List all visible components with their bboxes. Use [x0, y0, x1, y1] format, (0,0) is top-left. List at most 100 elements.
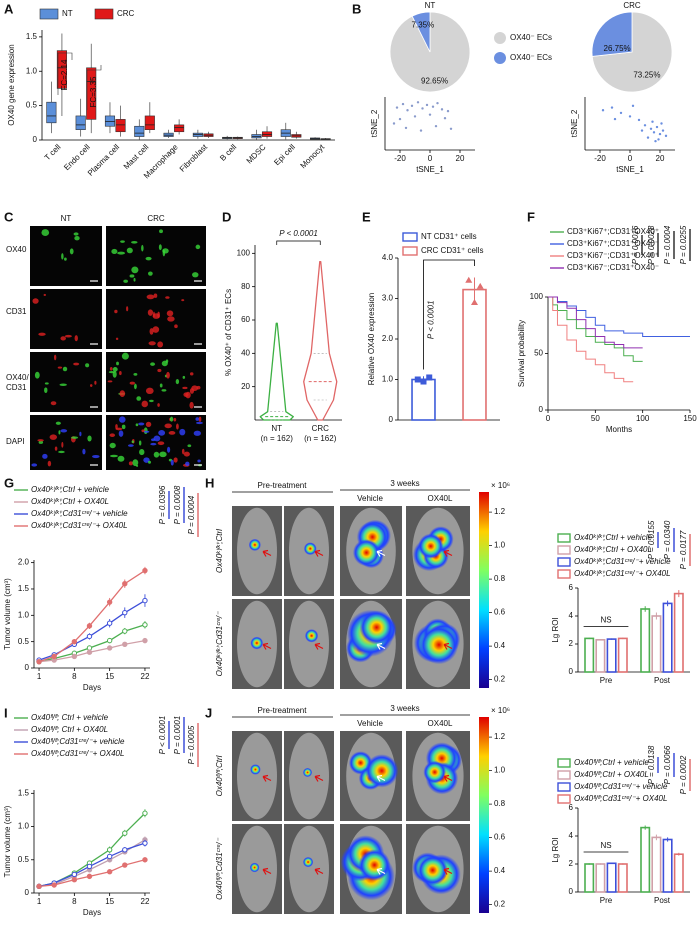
mouse-body — [289, 600, 329, 688]
signal — [58, 450, 65, 454]
y-axis-label: Lg ROI — [551, 617, 560, 642]
marker — [86, 863, 93, 870]
x-axis-label: tSNE_1 — [616, 165, 644, 174]
point — [410, 104, 414, 108]
point — [392, 122, 396, 125]
point — [654, 139, 657, 143]
point — [428, 113, 432, 116]
y-tick-label: 0 — [25, 663, 30, 672]
y-tick-label: 0 — [25, 888, 30, 897]
signal — [139, 449, 145, 456]
signal — [74, 235, 80, 241]
luminescence — [365, 754, 399, 788]
micrograph — [106, 352, 206, 412]
signal — [145, 421, 152, 428]
slice-label: 73.25% — [633, 70, 660, 79]
signal — [37, 439, 44, 442]
point — [426, 374, 433, 381]
legend-label: NT CD31⁺ cells — [421, 232, 477, 241]
legend-label: Ox40ᵏⁱ/ᵏⁱ;Cd31ᶜʳᵉ/⁻+ vehicle — [574, 557, 671, 566]
signal — [74, 335, 78, 342]
y-tick-label: 2 — [569, 639, 574, 648]
row-label: Ox40ᶠˡ/ᶠˡ;Ctrl — [215, 755, 224, 796]
signal — [167, 446, 171, 453]
bracket — [86, 65, 102, 110]
signal — [59, 383, 67, 387]
signal — [135, 423, 139, 427]
legend-swatch — [557, 782, 571, 792]
signal — [143, 430, 150, 433]
signal — [128, 461, 133, 466]
colorbar-unit: × 10⁶ — [491, 481, 510, 490]
legend-swatch — [402, 232, 418, 242]
signal — [129, 381, 136, 385]
y-tick-label: 100 — [530, 292, 544, 301]
signal — [115, 427, 123, 431]
signal — [131, 440, 135, 444]
signal — [112, 367, 118, 372]
legend-swatch — [557, 569, 571, 579]
y-tick-label: 0 — [33, 135, 38, 144]
row-label: Ox40ᵏⁱ/ᵏⁱ;Ctrl — [215, 529, 224, 573]
signal — [166, 371, 170, 379]
arrow — [443, 549, 453, 557]
header: Pre-treatment — [258, 481, 308, 490]
signal — [189, 372, 194, 376]
header: Pre-treatment — [258, 706, 308, 715]
signal — [138, 440, 142, 446]
x-tick-label: 1 — [37, 897, 42, 906]
y-tick-label: 1.5 — [18, 584, 30, 593]
point — [657, 138, 660, 141]
point — [401, 102, 405, 106]
mouse-body — [289, 825, 329, 913]
signal — [117, 455, 125, 462]
point — [416, 101, 420, 104]
panel-label: I — [4, 705, 8, 720]
marker — [142, 597, 148, 604]
x-tick-label: NT — [271, 424, 282, 433]
y-tick-label: 50 — [534, 349, 543, 358]
x-axis-label: Months — [606, 425, 632, 434]
y-tick-label: 0.5 — [18, 855, 30, 864]
colorbar-tick-label: 0.4 — [494, 866, 506, 875]
signal — [108, 370, 115, 374]
luminescence — [417, 855, 448, 886]
y-tick-label: 3.0 — [382, 294, 394, 303]
signal — [31, 463, 38, 467]
x-axis-label: Days — [83, 683, 101, 692]
marker — [86, 633, 93, 640]
point — [619, 111, 623, 115]
bar — [595, 638, 606, 673]
marker — [51, 653, 57, 660]
legend-swatch — [557, 533, 571, 543]
signal — [131, 266, 139, 274]
signal — [44, 387, 48, 394]
x-tick-label: 20 — [656, 154, 665, 163]
signal — [60, 336, 66, 341]
n-label: (n = 162) — [261, 434, 294, 443]
legend-label: Ox40ᵏⁱ/ᵏⁱ;Ctrl + vehicle — [574, 533, 652, 542]
p-value: P = 0.0138 — [647, 745, 656, 784]
marker — [106, 637, 113, 644]
bar — [662, 838, 673, 893]
point — [646, 136, 650, 139]
p-value: P = 0.0028 — [647, 225, 656, 264]
violin — [303, 261, 338, 421]
y-tick-label: 2.0 — [18, 558, 30, 567]
legend-label: Ox40ᵏⁱ/ᵏⁱ;Ctrl + OX40L — [31, 497, 109, 506]
signal — [109, 454, 118, 458]
y-tick-label: 100 — [237, 248, 251, 257]
x-tick-label: Epi cell — [272, 142, 297, 167]
signal — [131, 240, 138, 244]
signal — [49, 434, 58, 440]
y-axis-label: % OX40⁺ of CD31⁺ ECs — [224, 289, 233, 376]
legend-swatch — [494, 32, 506, 44]
y-tick-label: 1.5 — [18, 788, 30, 797]
x-tick-label: 0 — [628, 154, 633, 163]
legend-label: Ox40ᶠˡ/ᶠˡ;Ctrl + vehicle — [574, 758, 649, 767]
signal — [145, 256, 152, 261]
y-tick-label: 2 — [569, 859, 574, 868]
legend-label: OX40⁻ ECs — [510, 53, 552, 62]
point — [421, 107, 424, 110]
